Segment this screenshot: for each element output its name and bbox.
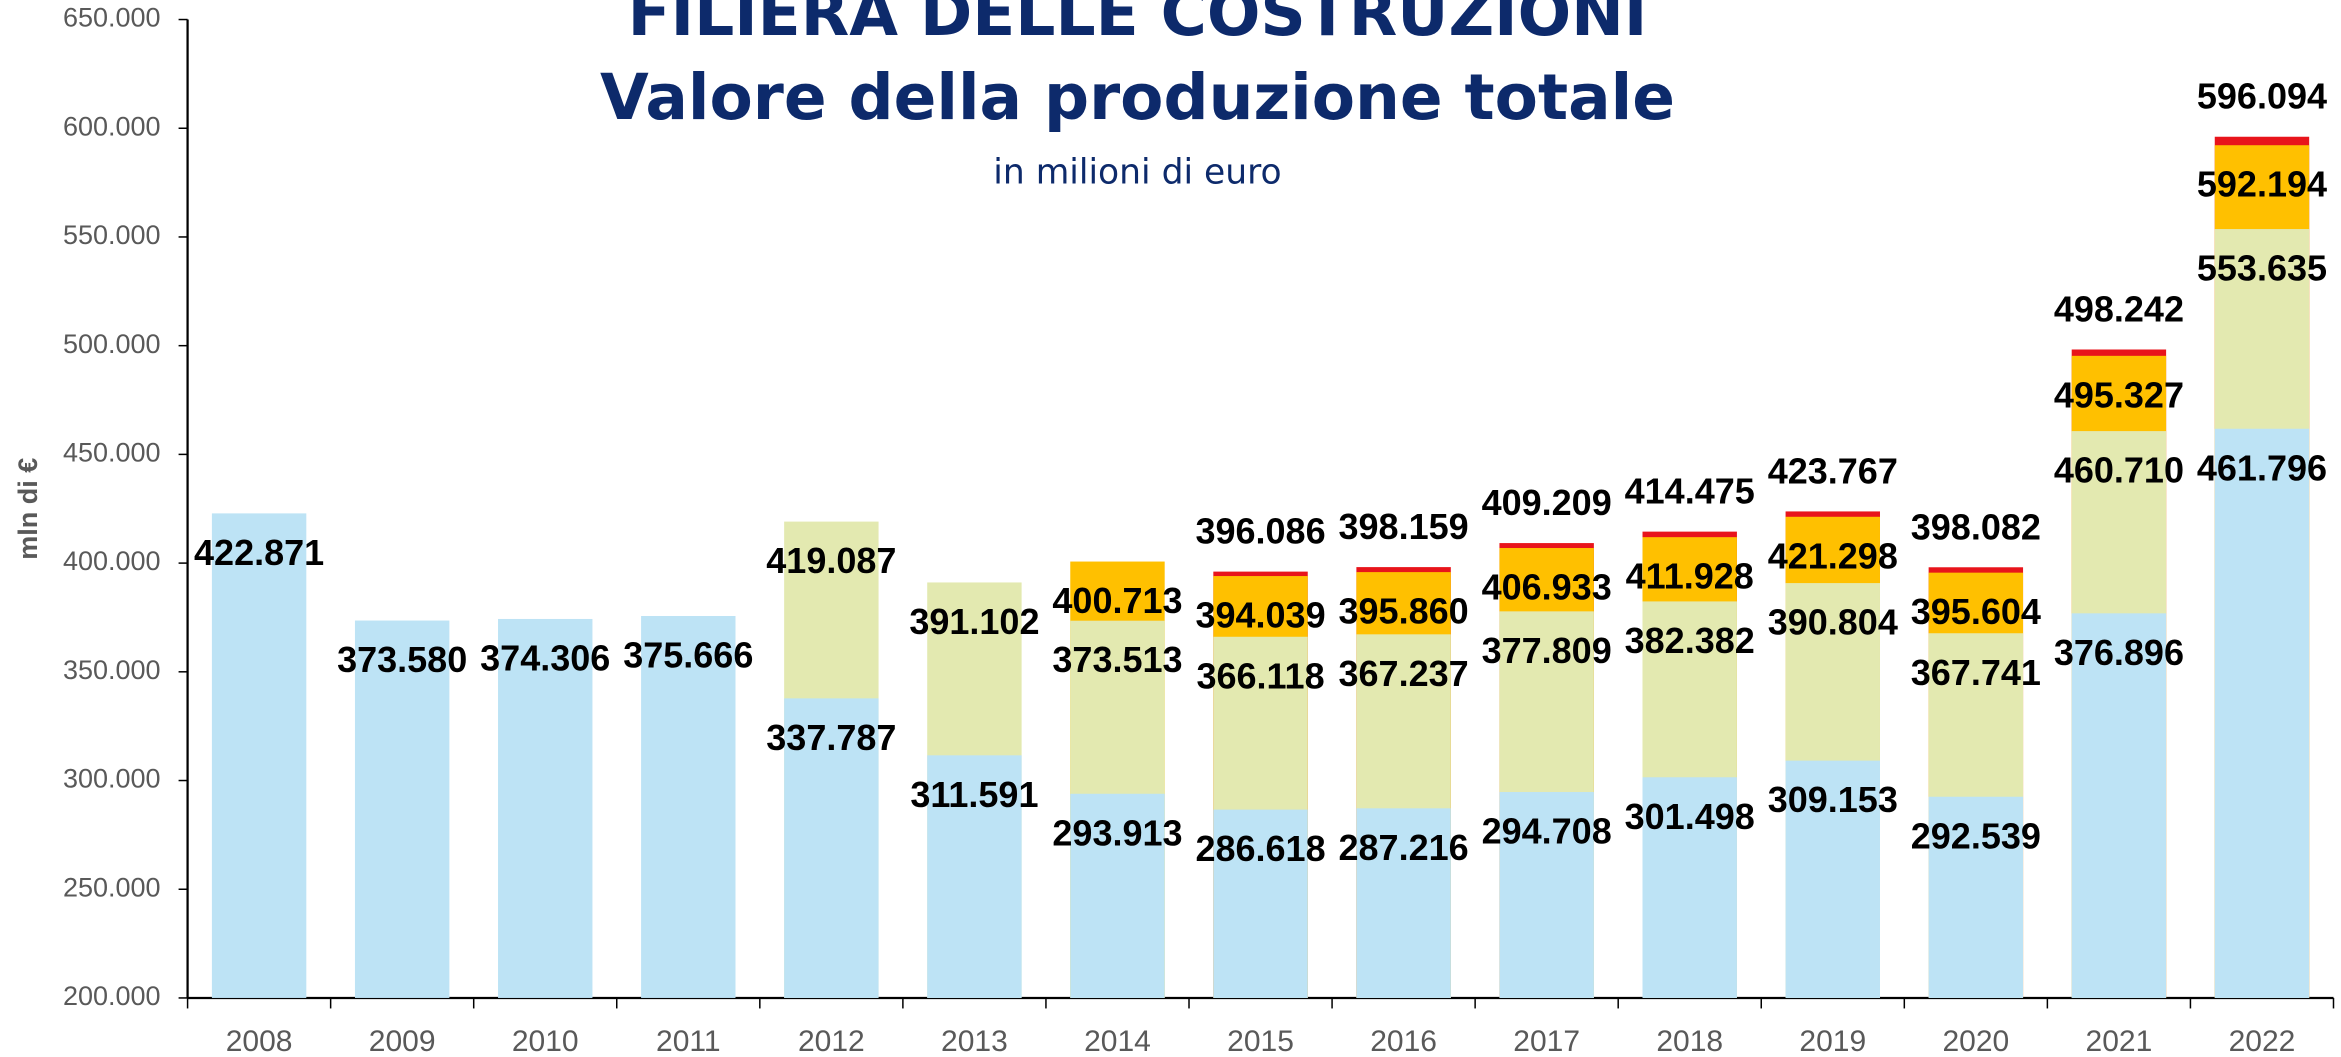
y-tick-label: 400.000	[63, 546, 161, 576]
data-label: 596.094	[2197, 76, 2327, 117]
data-label: 376.896	[2054, 632, 2184, 673]
x-tick-label: 2022	[2229, 1025, 2296, 1052]
bar	[1070, 793, 1165, 998]
data-label: 373.580	[337, 639, 467, 680]
x-tick-label: 2008	[226, 1025, 293, 1052]
x-tick-label: 2009	[369, 1025, 436, 1052]
y-tick-label: 550.000	[63, 220, 161, 250]
x-tick-label: 2020	[1942, 1025, 2009, 1052]
bar	[1356, 808, 1451, 998]
y-axis-label: mln di €	[13, 458, 43, 560]
bar	[2214, 428, 2310, 998]
bar	[1213, 809, 1308, 998]
x-tick-label: 2012	[798, 1025, 865, 1052]
chart-note: in milioni di euro	[993, 153, 1281, 193]
y-tick-label: 250.000	[63, 872, 161, 902]
data-label: 390.804	[1768, 602, 1898, 643]
data-label: 495.327	[2054, 374, 2184, 415]
data-label: 398.159	[1339, 506, 1469, 547]
data-label: 391.102	[909, 601, 1039, 642]
bar	[1499, 792, 1594, 998]
data-label: 366.118	[1196, 655, 1324, 696]
data-label: 374.306	[480, 637, 610, 678]
data-label: 395.604	[1911, 591, 2041, 632]
data-label: 309.153	[1768, 779, 1898, 820]
data-label: 396.086	[1195, 511, 1325, 552]
data-label: 367.237	[1339, 653, 1469, 694]
y-tick-label: 350.000	[63, 655, 161, 685]
x-tick-label: 2017	[1513, 1025, 1580, 1052]
x-tick-label: 2013	[941, 1025, 1008, 1052]
bar	[211, 513, 307, 998]
x-tick-label: 2016	[1370, 1025, 1437, 1052]
data-label: 398.082	[1911, 506, 2041, 547]
data-label: 382.382	[1625, 620, 1755, 661]
data-label: 498.242	[2054, 288, 2184, 329]
data-label: 287.216	[1339, 827, 1469, 868]
data-label: 461.796	[2197, 447, 2327, 488]
data-label: 367.741	[1911, 652, 2041, 693]
data-label: 423.767	[1768, 450, 1898, 491]
data-label: 311.591	[910, 774, 1038, 815]
data-label: 592.194	[2197, 164, 2327, 205]
data-label: 421.298	[1768, 535, 1898, 576]
bar	[1785, 760, 1880, 998]
y-tick-label: 600.000	[63, 111, 161, 141]
x-tick-label: 2015	[1227, 1025, 1294, 1052]
data-label: 400.713	[1052, 580, 1182, 621]
bar	[498, 618, 593, 998]
x-tick-label: 2010	[512, 1025, 579, 1052]
data-label: 301.498	[1625, 796, 1755, 837]
data-label: 377.809	[1482, 630, 1612, 671]
bar	[927, 755, 1022, 998]
x-tick-label: 2014	[1084, 1025, 1151, 1052]
data-label: 395.860	[1339, 591, 1469, 632]
y-tick-label: 450.000	[63, 438, 161, 468]
x-tick-label: 2021	[2086, 1025, 2153, 1052]
data-label: 460.710	[2054, 450, 2184, 491]
data-label: 409.209	[1482, 482, 1612, 523]
bar	[641, 616, 736, 998]
data-label: 286.618	[1195, 828, 1325, 869]
y-tick-label: 650.000	[63, 3, 161, 33]
data-label: 411.928	[1626, 556, 1754, 597]
bar	[1928, 796, 2024, 998]
chart-subtitle: Valore della produzione totale	[600, 61, 1675, 134]
data-label: 553.635	[2197, 248, 2327, 289]
bar	[354, 620, 450, 998]
y-tick-label: 300.000	[63, 764, 161, 794]
x-tick-label: 2019	[1799, 1025, 1866, 1052]
data-label: 406.933	[1482, 567, 1612, 608]
data-label: 419.087	[766, 540, 896, 581]
x-tick-label: 2018	[1656, 1025, 1723, 1052]
y-tick-label: 200.000	[63, 981, 161, 1011]
data-label: 292.539	[1911, 815, 2041, 856]
data-label: 414.475	[1625, 471, 1755, 512]
bar	[1642, 777, 1737, 998]
y-tick-label: 500.000	[63, 329, 161, 359]
chart-title: FILIERA DELLE COSTRUZIONI	[628, 0, 1648, 50]
data-label: 375.666	[623, 635, 753, 676]
data-label: 337.787	[766, 717, 896, 758]
data-label: 422.871	[194, 532, 324, 573]
bar	[2071, 613, 2167, 998]
bar	[784, 698, 879, 998]
x-tick-label: 2011	[656, 1025, 721, 1052]
data-label: 294.708	[1482, 811, 1612, 852]
data-label: 394.039	[1195, 595, 1325, 636]
data-label: 373.513	[1052, 639, 1182, 680]
data-label: 293.913	[1052, 812, 1182, 853]
